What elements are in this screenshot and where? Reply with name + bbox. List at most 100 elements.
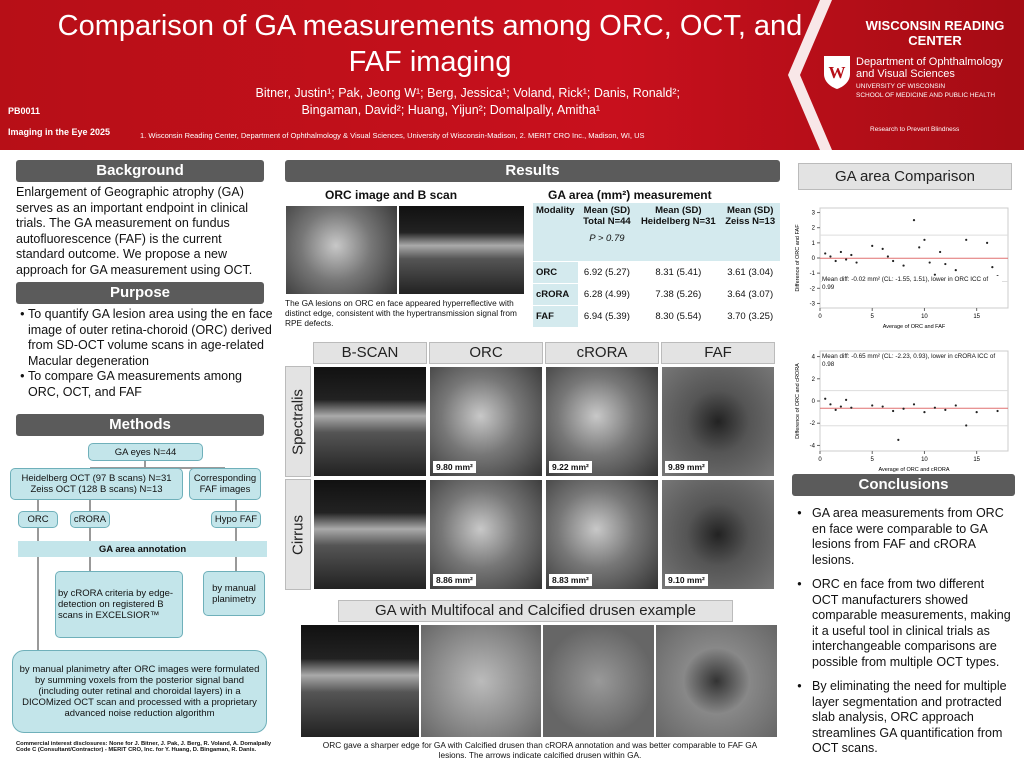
orc-image	[285, 205, 398, 295]
x-tick-label: 10	[921, 314, 928, 320]
cell: 3.61 (3.04)	[720, 261, 780, 284]
section-heading: Results	[285, 160, 780, 182]
conclusion-item: ORC en face from two different OCT manuf…	[812, 577, 1013, 670]
y-tick-label: 3	[812, 211, 816, 217]
point	[975, 411, 978, 414]
sponsor: Research to Prevent Blindness	[870, 126, 960, 133]
point	[991, 265, 994, 269]
point	[965, 238, 968, 241]
point	[839, 250, 842, 254]
column-header: ORC	[429, 342, 543, 364]
bscan-image	[313, 479, 427, 590]
results-table: Modality Mean (SD) Total N=44 P > 0.79 Mean…	[533, 203, 780, 328]
flow-band: GA area annotation	[18, 541, 267, 557]
y-tick-label: -2	[810, 286, 816, 292]
column-header: B-SCAN	[313, 342, 427, 364]
conclusion-item: GA area measurements from ORC en face we…	[812, 506, 1013, 568]
cell: 3.70 (3.25)	[720, 305, 780, 328]
point	[939, 250, 942, 254]
cell: ORC	[533, 261, 578, 284]
header: Comparison of GA measurements among ORC,…	[0, 0, 1024, 150]
point	[928, 261, 931, 264]
cell: 3.64 (3.07)	[720, 283, 780, 306]
disclosure: Commercial interest disclosures: None fo…	[16, 741, 272, 753]
example-image	[655, 624, 778, 738]
x-tick-label: 10	[921, 457, 928, 463]
image-caption: The GA lesions on ORC en face appeared h…	[285, 298, 517, 328]
background-text: Enlargement of Geographic atrophy (GA) s…	[16, 185, 253, 277]
point	[996, 409, 999, 413]
plot-note: Mean diff: -0.65 mm² (CL: -2.23, 0.93), …	[822, 353, 1002, 369]
header-cell: Mean (SD) Zeiss N=13	[720, 203, 780, 262]
point	[912, 403, 916, 406]
school: SCHOOL OF MEDICINE AND PUBLIC HEALTH	[856, 92, 996, 99]
x-tick-label: 5	[871, 314, 875, 320]
area-label: 8.86 mm²	[433, 574, 476, 586]
table-row: FAF 6.94 (5.39) 8.30 (5.54) 3.70 (3.25)	[533, 305, 780, 328]
bscan-image	[398, 205, 525, 295]
center: WISCONSIN READING CENTER	[865, 18, 1005, 48]
y-axis-label: Difference of ORC and cRORA	[795, 363, 801, 439]
row-header: Cirrus	[285, 479, 311, 590]
x-tick-label: 15	[973, 314, 980, 320]
conclusions-list: GA area measurements from ORC en face we…	[798, 506, 1013, 766]
point	[918, 246, 921, 249]
plot-note: Mean diff: -0.02 mm² (CL: -1.55, 1.51), …	[822, 276, 1002, 292]
flow-node: by cRORA criteria by edge-detection on r…	[55, 571, 183, 638]
point	[954, 269, 957, 272]
header-cell: Modality	[533, 203, 578, 262]
point	[845, 398, 848, 401]
table: Modality Mean (SD) Total N=44 P > 0.79 Mean…	[533, 203, 780, 328]
cell: 6.92 (5.27)	[577, 261, 637, 284]
column-header: cRORA	[545, 342, 659, 364]
point	[923, 238, 926, 241]
header-cell: Mean (SD) Heidelberg N=31	[636, 203, 721, 262]
cell: 6.94 (5.39)	[577, 305, 637, 328]
row-header: Spectralis	[285, 366, 311, 477]
point	[886, 255, 889, 258]
example-image	[542, 624, 655, 738]
point	[829, 403, 832, 406]
note-box: Mean diff: -0.02 mm² (CL: -1.55, 1.51), …	[822, 276, 1002, 292]
x-tick-label: 0	[818, 457, 822, 463]
point	[871, 404, 874, 407]
x-axis-label: Average of ORC and FAF	[883, 324, 946, 330]
point	[824, 397, 827, 400]
crest: W	[824, 56, 850, 89]
title: Comparison of GA measurements among ORC,…	[57, 10, 803, 78]
point	[986, 241, 989, 244]
point	[824, 252, 827, 255]
point	[897, 438, 900, 441]
section-heading: GA area Comparison	[798, 163, 1012, 190]
column-header: FAF	[661, 342, 775, 364]
y-tick-label: -4	[810, 443, 816, 449]
point	[892, 409, 895, 413]
x-tick-label: 5	[871, 457, 875, 463]
point	[902, 264, 905, 267]
fundus-image: 9.89 mm²	[661, 366, 775, 477]
y-tick-label: 4	[812, 355, 816, 361]
y-tick-label: 1	[812, 241, 816, 247]
flow-node: Hypo FAF	[211, 511, 261, 528]
cell: 8.30 (5.54)	[636, 305, 721, 328]
x-tick-label: 0	[818, 314, 822, 320]
cell: 8.31 (5.41)	[636, 261, 721, 284]
point	[839, 405, 842, 408]
point	[902, 407, 905, 410]
point	[933, 273, 936, 276]
image-title: ORC image and B scan	[325, 188, 458, 202]
table-title: GA area (mm²) measurement	[548, 188, 712, 202]
point	[892, 259, 895, 263]
flow-node: Heidelberg OCT (97 B scans) N=31 Zeiss O…	[10, 468, 183, 500]
authors: Bingaman, David²; Huang, Yijun²; Domalpa…	[301, 103, 600, 117]
authors: Bitner, Justin¹; Pak, Jeong W¹; Berg, Je…	[255, 86, 680, 100]
point	[871, 244, 874, 247]
purpose-item: To quantify GA lesion area using the en …	[28, 307, 274, 369]
y-tick-label: -2	[810, 421, 816, 427]
y-tick-label: 2	[812, 226, 816, 232]
fundus-image: 9.22 mm²	[545, 366, 659, 477]
conference: Imaging in the Eye 2025	[8, 127, 111, 137]
fundus-image: 8.86 mm²	[429, 479, 543, 590]
